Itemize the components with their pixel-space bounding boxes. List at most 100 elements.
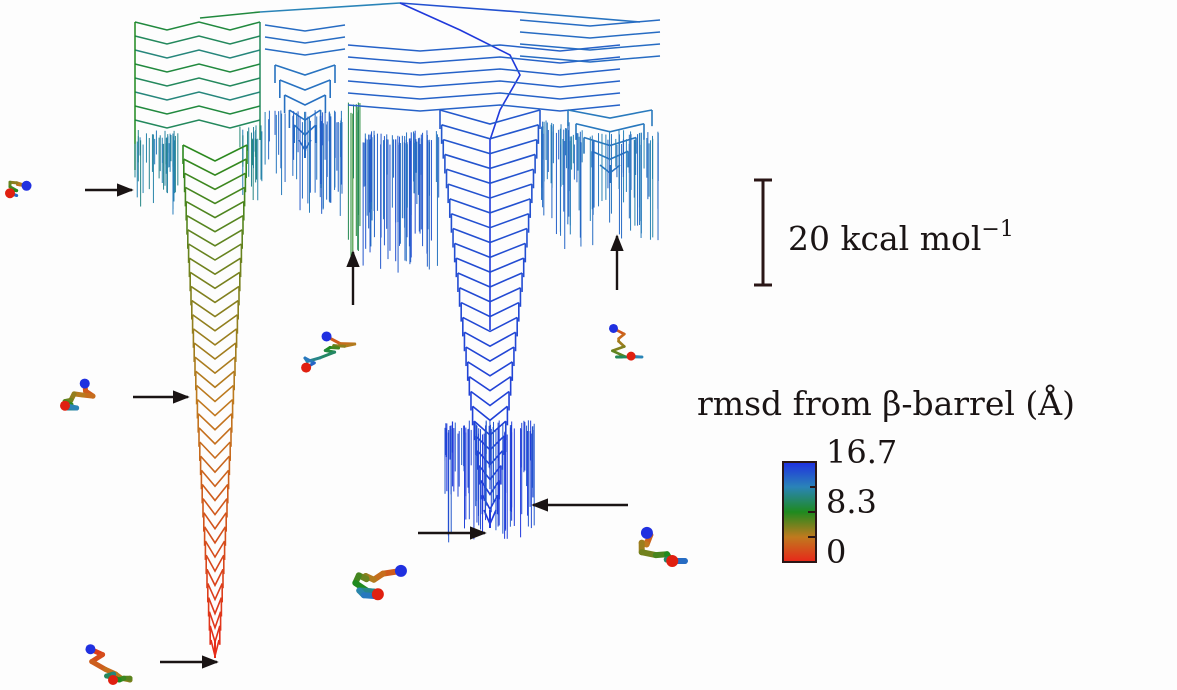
funnel-level — [264, 36, 346, 44]
funnel-level — [185, 186, 245, 205]
funnel-level — [207, 597, 223, 616]
protein-structure-inset — [352, 564, 407, 601]
c-terminus-dot — [60, 400, 70, 411]
funnel-level — [134, 35, 261, 45]
c-terminus-dot — [5, 188, 15, 199]
funnel-level — [134, 63, 261, 73]
funnel-level — [444, 153, 536, 170]
funnel-level — [191, 299, 239, 318]
funnel-level — [199, 441, 231, 460]
funnel-level — [196, 384, 234, 403]
funnel-level — [472, 405, 508, 422]
funnel-level — [134, 49, 261, 59]
protein-structure-inset — [638, 526, 688, 567]
funnel-level — [203, 526, 227, 545]
c-terminus-dot — [301, 362, 312, 373]
funnel-level — [208, 611, 222, 631]
n-terminus-dot — [640, 526, 653, 539]
n-terminus-dot — [85, 644, 96, 655]
colorbar-title: rmsd from β-barrel (Å) — [697, 383, 1075, 423]
c-terminus-dot — [371, 588, 384, 601]
n-terminus-dot — [609, 323, 619, 333]
funnel-level — [347, 104, 621, 112]
funnel-level — [198, 427, 232, 445]
colorbar-tick-max: 16.7 — [826, 433, 897, 471]
funnel-level — [347, 80, 621, 88]
funnel-level — [182, 144, 248, 162]
main-path — [399, 2, 521, 330]
funnel-level — [481, 494, 499, 511]
funnel-level — [187, 229, 243, 247]
funnel-level — [455, 257, 525, 274]
funnel-level — [462, 316, 518, 333]
funnel-level — [460, 301, 520, 318]
backbone-segment — [343, 342, 357, 348]
funnel-level — [447, 183, 533, 199]
protein-structure-inset — [5, 180, 32, 199]
backbone-segment — [318, 350, 337, 360]
funnel-level — [201, 483, 229, 502]
funnel-level — [193, 342, 237, 361]
funnel-level — [204, 540, 226, 559]
funnel-level — [452, 227, 528, 244]
top-branch — [519, 11, 641, 23]
funnel-level — [185, 200, 245, 219]
funnel-level — [446, 168, 534, 185]
funnel-level — [519, 31, 661, 39]
scale-bar-label: 20 kcal mol−1 — [788, 217, 1014, 258]
funnel-level — [470, 390, 510, 407]
funnel-level — [200, 455, 230, 474]
n-terminus-dot — [79, 378, 90, 389]
funnel-level — [189, 271, 241, 290]
funnel-level — [196, 398, 234, 417]
funnel-level — [284, 94, 326, 106]
funnel-level — [457, 272, 523, 288]
funnel-level — [200, 469, 230, 488]
funnel-level — [186, 215, 244, 233]
funnel-level — [202, 498, 228, 516]
funnel-level — [134, 21, 261, 31]
protein-structure-inset — [60, 378, 96, 411]
top-branch — [199, 11, 261, 19]
funnel-level — [134, 91, 261, 101]
c-terminus-dot — [108, 675, 119, 685]
funnel-level — [192, 328, 238, 346]
colorbar-tick-mid: 8.3 — [826, 483, 877, 521]
funnel-level — [439, 109, 541, 125]
structure-insets — [5, 180, 688, 685]
funnel-level — [467, 361, 513, 377]
c-terminus-dot — [626, 351, 636, 361]
arrows — [85, 183, 628, 669]
n-terminus-dot — [321, 331, 332, 342]
funnel-level — [443, 138, 537, 155]
funnel-level — [519, 43, 661, 51]
funnel-level — [519, 19, 661, 27]
funnel-level — [134, 77, 261, 87]
c-terminus-dot — [666, 555, 679, 567]
funnel-level — [347, 44, 621, 52]
funnel-level — [279, 79, 331, 91]
energy-scale-bar: 20 kcal mol−1 — [754, 178, 1014, 287]
protein-structure-inset — [609, 323, 644, 361]
funnel-level — [465, 346, 515, 362]
funnel-level — [134, 119, 261, 129]
funnel-level — [347, 92, 621, 100]
funnel-level — [184, 172, 246, 191]
n-terminus-dot — [394, 564, 407, 577]
funnel-level — [454, 242, 526, 259]
funnel-level — [451, 212, 529, 229]
funnel-level — [274, 64, 336, 76]
protein-structure-inset — [301, 331, 357, 373]
funnel-level — [567, 109, 653, 119]
funnel-level — [190, 285, 240, 304]
tree-branches — [134, 2, 661, 658]
backbone-segment — [611, 345, 626, 353]
funnel-level — [188, 243, 242, 261]
funnel-level — [449, 198, 531, 214]
funnel-level — [264, 48, 346, 56]
top-branch — [259, 2, 401, 13]
protein-structure-inset — [85, 644, 133, 685]
funnel-level — [192, 314, 238, 332]
